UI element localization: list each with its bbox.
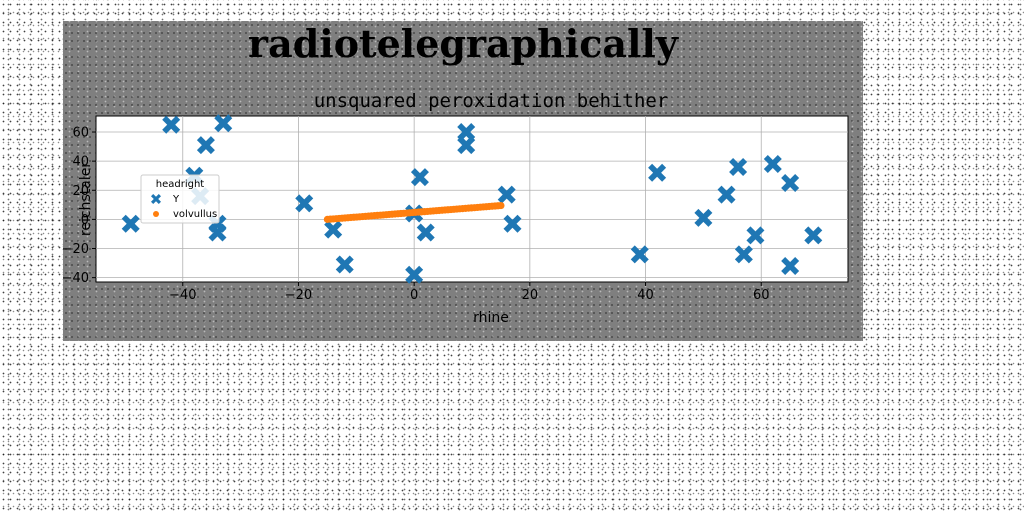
legend-x-glyph — [151, 194, 161, 204]
legend-title: headright — [156, 179, 205, 190]
scatter-point — [405, 265, 424, 284]
y-tick-label: −40 — [63, 271, 89, 286]
x-tick-label: −40 — [169, 288, 196, 303]
y-tick-label: 60 — [72, 126, 89, 141]
legend-label-volvullus: volvullus — [173, 209, 217, 220]
scatter-point — [208, 223, 227, 242]
scatter-point — [214, 114, 233, 133]
figure-suptitle: radiotelegraphically — [248, 21, 679, 66]
y-tick-label: 0 — [81, 213, 89, 228]
scatter-point — [763, 155, 782, 174]
scatter-point — [804, 226, 823, 245]
legend: headright Y volvullus — [140, 174, 220, 224]
x-tick-label: 40 — [637, 288, 654, 303]
axes-title: unsquared peroxidation behither — [314, 90, 669, 112]
scatter-point — [746, 226, 765, 245]
scatter-point — [734, 245, 753, 264]
scatter-point — [410, 168, 429, 187]
scatter-point — [729, 157, 748, 176]
scatter-point — [335, 255, 354, 274]
scatter-point — [630, 245, 649, 264]
line-point — [497, 201, 505, 210]
figure-panel: radiotelegraphically unsquared peroxidat… — [63, 21, 863, 341]
scatter-point — [196, 136, 215, 155]
scatter-point — [781, 173, 800, 192]
y-tick-label: −20 — [63, 242, 89, 257]
scatter-point — [162, 115, 181, 134]
scatter-point — [497, 185, 516, 204]
y-tick-label: 40 — [72, 155, 89, 170]
x-tick-label: 20 — [522, 288, 539, 303]
scatter-point — [295, 194, 314, 213]
x-axis-label: rhine — [473, 310, 509, 326]
scatter-point — [457, 136, 476, 155]
scatter-point — [694, 208, 713, 227]
x-tick-label: 60 — [753, 288, 770, 303]
scatter-point — [648, 163, 667, 182]
scatter-point — [416, 223, 435, 242]
series-volvullus-markers — [323, 201, 505, 223]
scatter-point — [324, 220, 343, 239]
y-axis-label: reichstaler — [78, 162, 94, 236]
legend-marker-y — [151, 194, 161, 204]
axis-ticks: −40 −20 0 20 40 60 −40 −20 0 20 40 60 — [63, 126, 770, 303]
scatter-chart: radiotelegraphically unsquared peroxidat… — [63, 21, 849, 326]
legend-marker-volvullus — [153, 211, 159, 217]
x-tick-label: −20 — [285, 288, 312, 303]
scatter-point — [503, 214, 522, 233]
scatter-point — [717, 185, 736, 204]
scatter-point — [781, 256, 800, 275]
legend-label-y: Y — [172, 194, 180, 205]
legend-box — [140, 174, 220, 224]
x-tick-label: 0 — [410, 288, 418, 303]
y-tick-label: 20 — [72, 184, 89, 199]
scatter-point — [457, 123, 476, 142]
scatter-point — [121, 214, 140, 233]
